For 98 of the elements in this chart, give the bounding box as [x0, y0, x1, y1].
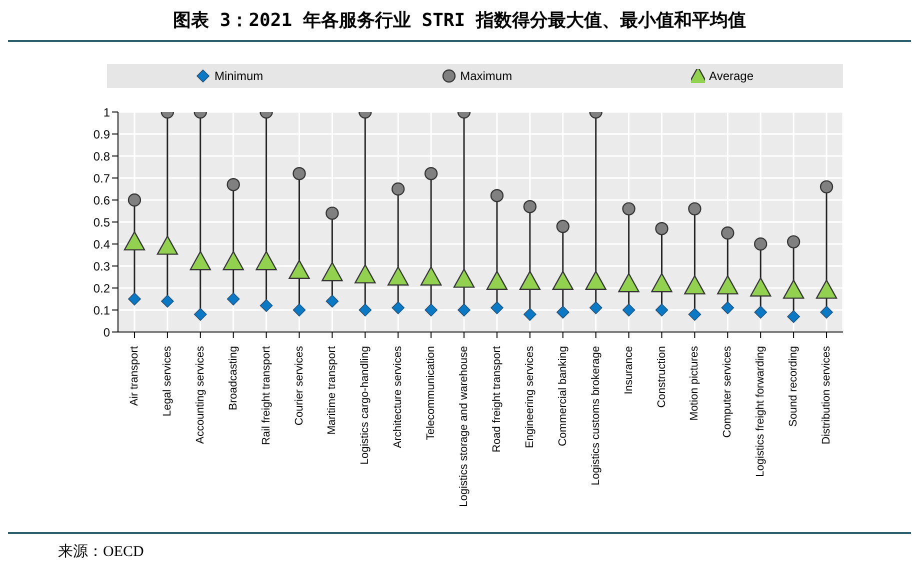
y-tick-label: 0.3: [93, 259, 110, 274]
legend-label: Maximum: [460, 69, 512, 83]
y-tick-label: 0.6: [93, 193, 110, 208]
point: [589, 301, 602, 314]
point: [392, 301, 405, 314]
x-tick-label: Broadcasting: [227, 346, 240, 410]
point: [622, 304, 636, 316]
point: [622, 202, 636, 216]
x-tick-label: Architecture services: [392, 346, 404, 448]
x-tick-label: Legal services: [161, 346, 174, 416]
chart-title: 图表 3：2021 年各服务行业 STRI 指数得分最大值、最小值和平均值: [8, 8, 911, 42]
x-tick-label: Courier services: [293, 346, 306, 426]
point: [688, 202, 702, 216]
point: [820, 180, 834, 194]
point: [124, 231, 146, 250]
point: [754, 306, 768, 319]
point: [524, 308, 536, 321]
point: [292, 167, 306, 180]
point: [190, 251, 211, 270]
point: [717, 275, 738, 294]
point: [326, 206, 339, 220]
x-tick-label: Accounting services: [194, 346, 206, 444]
y-tick-label: 0: [103, 325, 110, 340]
point: [458, 304, 470, 316]
legend-label: Average: [709, 69, 754, 83]
point: [721, 301, 734, 314]
point: [585, 270, 606, 290]
x-tick-label: Computer services: [722, 346, 734, 438]
x-tick-label: Logistics freight forwarding: [754, 346, 767, 477]
x-tick-label: Construction: [656, 346, 668, 408]
x-tick-label: Sound recording: [788, 346, 800, 427]
x-tick-label: Rail freight transport: [260, 346, 272, 446]
point: [787, 310, 800, 323]
point: [651, 273, 672, 292]
y-tick-label: 0.2: [93, 281, 110, 296]
point: [288, 260, 310, 279]
point: [750, 277, 772, 297]
y-tick-label: 0.1: [93, 303, 110, 318]
point: [128, 292, 141, 306]
point: [354, 264, 376, 284]
point: [156, 236, 178, 255]
x-tick-label: Logistics cargo-handling: [359, 346, 372, 465]
point: [786, 235, 800, 248]
point: [194, 308, 207, 321]
point: [424, 167, 438, 180]
point: [523, 200, 537, 214]
point: [820, 306, 833, 319]
x-tick-label: Distribution services: [820, 346, 833, 444]
point: [655, 222, 668, 236]
point: [552, 270, 574, 290]
point: [618, 273, 640, 292]
point: [326, 294, 339, 308]
point: [392, 182, 405, 196]
point: [721, 226, 734, 240]
point: [292, 304, 306, 316]
y-tick-label: 0.8: [93, 149, 110, 164]
point: [754, 237, 768, 251]
point: [490, 189, 504, 202]
x-tick-label: Road freight transport: [490, 346, 503, 452]
point: [256, 251, 277, 270]
point: [453, 268, 475, 288]
x-tick-label: Logistics customs brokerage: [590, 346, 602, 486]
point: [556, 306, 570, 319]
y-tick-label: 0.7: [93, 171, 110, 186]
x-tick-label: Commercial banking: [556, 346, 569, 446]
point: [816, 280, 838, 299]
point: [388, 266, 409, 286]
source-note: 来源：OECD: [58, 542, 145, 561]
x-tick-label: Logistics storage and warehouse: [458, 346, 470, 507]
point: [222, 251, 244, 270]
point: [519, 270, 541, 290]
point: [684, 275, 706, 294]
point: [161, 294, 174, 308]
y-tick-label: 0.9: [93, 127, 110, 142]
point: [420, 266, 442, 286]
point: [322, 262, 343, 282]
x-tick-label: Engineering services: [524, 346, 536, 448]
legend-label: Minimum: [214, 69, 264, 83]
point: [128, 193, 142, 207]
point: [486, 270, 508, 290]
y-tick-label: 0.5: [93, 215, 110, 230]
point: [688, 308, 702, 321]
point: [358, 304, 372, 316]
x-tick-label: Insurance: [622, 346, 635, 394]
point: [782, 280, 804, 299]
x-tick-label: Telecommunication: [425, 346, 438, 440]
y-tick-label: 1: [103, 105, 110, 120]
point: [490, 301, 504, 314]
point: [556, 220, 570, 233]
x-tick-label: Maritime transport: [326, 346, 338, 435]
x-tick-label: Air transport: [128, 346, 140, 406]
point: [226, 178, 240, 192]
x-tick-label: Motion pictures: [688, 346, 701, 421]
point: [424, 304, 438, 316]
y-tick-label: 0.4: [93, 237, 110, 252]
point: [260, 299, 273, 312]
point: [226, 292, 240, 306]
point: [655, 304, 668, 316]
